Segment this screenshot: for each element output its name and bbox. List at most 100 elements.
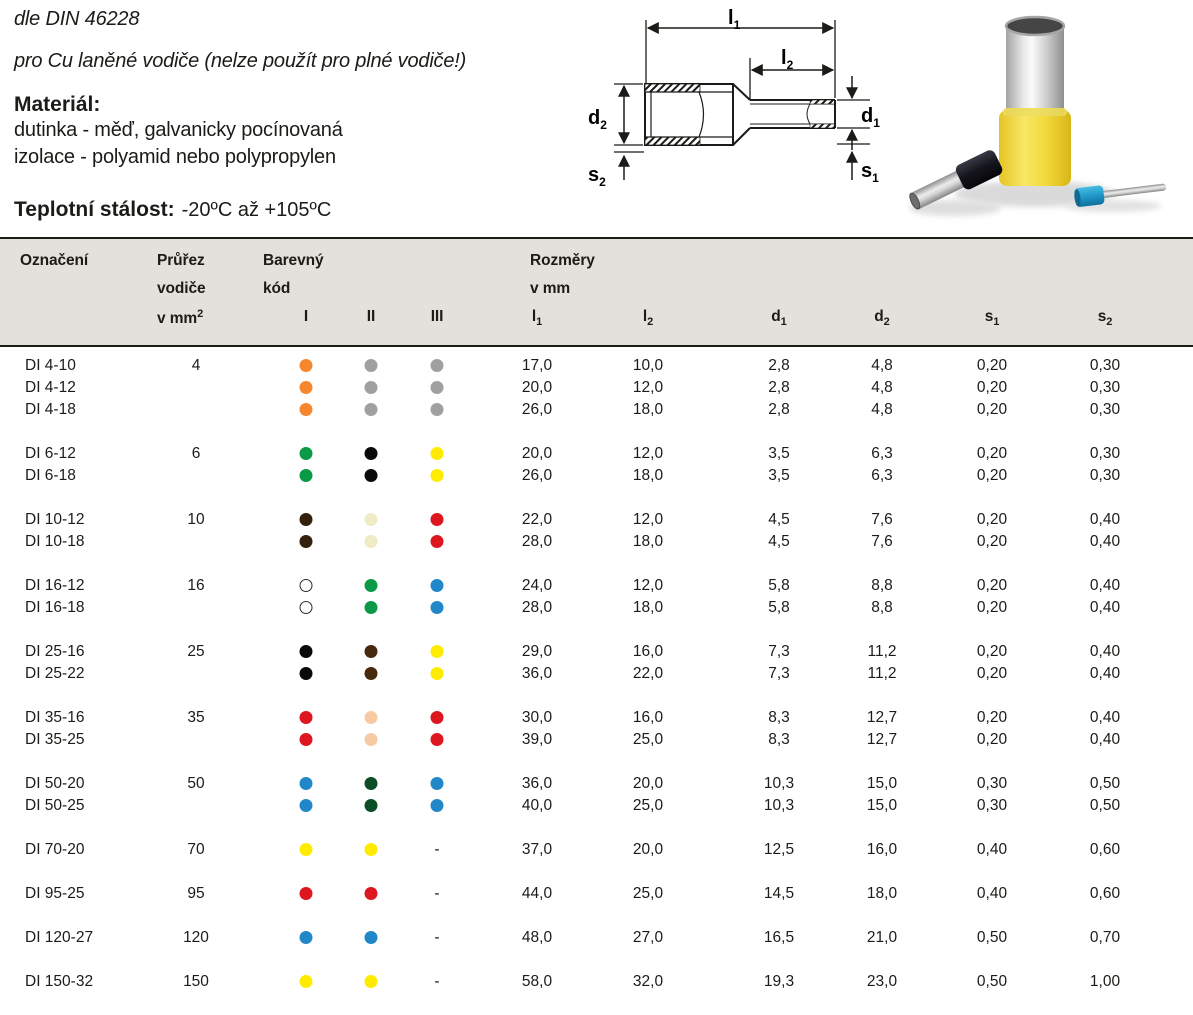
white-color-dot [299,601,313,614]
dim-value: 0,70 [1089,929,1121,946]
designation: DI 4-10 [25,357,76,374]
dim-value: 16,5 [763,929,795,946]
dim-value: 16,0 [632,643,664,660]
dim-value: 20,0 [632,841,664,858]
dim-value: 20,0 [521,379,553,396]
column-header-color-II: II [366,308,376,325]
dim-value: 37,0 [521,841,553,858]
dim-value: 20,0 [521,445,553,462]
column-header-dim-d2: d2 [874,308,890,329]
designation: DI 16-12 [25,577,85,594]
dim-value: 5,8 [768,599,790,616]
prurez-unit-sup: 2 [197,308,204,320]
dim-value: 6,3 [871,445,893,462]
red-color-dot [430,535,444,548]
yellow-color-dot [430,667,444,680]
cross-section: 70 [187,841,205,858]
table-row-di-10-12: DI 10-12 10 22,0 12,0 4,5 7,6 0,20 0,40 [0,509,1193,531]
table-row-di-6-12: DI 6-12 6 20,0 12,0 3,5 6,3 0,20 0,30 [0,443,1193,465]
temperature-heading: Teplotní stálost: [14,198,175,221]
blue-color-dot [430,601,444,614]
dim-value: 36,0 [521,775,553,792]
column-header-dim-s2: s2 [1097,308,1113,329]
dim-value: 12,7 [866,709,898,726]
dim-value: 6,3 [871,467,893,484]
ivory-color-dot [364,513,378,526]
blue-color-dot [299,799,313,812]
dim-value: 0,20 [976,379,1008,396]
dim-value: 1,00 [1089,973,1121,990]
dim-value: 15,0 [866,797,898,814]
table-group: DI 10-12 10 22,0 12,0 4,5 7,6 0,20 0,40 DI 10-18… [0,509,1193,553]
dim-value: 0,40 [1089,709,1121,726]
dim-value: 16,0 [866,841,898,858]
yellow-color-dot [364,843,378,856]
black-color-dot [299,645,313,658]
dim-value: 25,0 [632,885,664,902]
yellow-color-dot [299,843,313,856]
designation: DI 10-18 [25,533,85,550]
dim-value: 8,3 [768,731,790,748]
diagram-label-s2: s2 [588,164,606,189]
designation: DI 50-20 [25,775,85,792]
dim-value: 0,40 [1089,599,1121,616]
dim-value: 4,5 [768,533,790,550]
column-header-dim-l2: l2 [642,308,654,329]
yellow-color-dot [430,469,444,482]
designation: DI 25-16 [25,643,85,660]
material-heading: Materiál: [14,93,101,116]
column-header-barevny-2: kód [263,280,291,297]
dimension-diagram: l1 l2 d2 s2 [588,7,880,189]
dim-value: 2,8 [768,379,790,396]
material-line-2: izolace - polyamid nebo polypropylen [14,146,336,168]
column-header-dim-d1: d1 [771,308,787,329]
dim-value: 28,0 [521,599,553,616]
grey-color-dot [430,359,444,372]
table-group: DI 70-20 70 - 37,0 20,0 12,5 16,0 0,40 0,60 [0,839,1193,861]
dim-value: 7,3 [768,643,790,660]
dim-value: 0,40 [1089,731,1121,748]
dim-value: 0,40 [1089,533,1121,550]
dim-value: 5,8 [768,577,790,594]
cross-section: 10 [187,511,205,528]
dim-value: 0,30 [1089,445,1121,462]
table-row-di-16-18: DI 16-18 28,0 18,0 5,8 8,8 0,20 0,40 [0,597,1193,619]
cross-section: 25 [187,643,205,660]
dim-value: 10,0 [632,357,664,374]
usage-note: pro Cu laněné vodiče (nelze použít pro p… [14,50,467,72]
dim-value: 0,60 [1089,885,1121,902]
red-color-dot [430,513,444,526]
table-row-di-150-32: DI 150-32 150 - 58,0 32,0 19,3 23,0 0,50 1,00 [0,971,1193,993]
dim-value: 15,0 [866,775,898,792]
dim-value: 26,0 [521,467,553,484]
black-color-dot [364,469,378,482]
diagram-label-s1: s1 [861,160,879,185]
red-color-dot [299,711,313,724]
dim-value: 0,30 [1089,467,1121,484]
dim-value: 21,0 [866,929,898,946]
column-header-prurez-unit: v mm2 [157,308,203,328]
cross-section: 4 [191,357,201,374]
dim-value: 8,8 [871,577,893,594]
table-body: DI 4-10 4 17,0 10,0 2,8 4,8 0,20 0,30 DI 4-12 20,… [0,355,1193,1015]
dim-value: 0,20 [976,665,1008,682]
dim-value: 7,3 [768,665,790,682]
dim-value: 0,50 [1089,775,1121,792]
yellow-color-dot [430,645,444,658]
shadow [909,200,1001,216]
red-color-dot [364,887,378,900]
dim-value: 26,0 [521,401,553,418]
green-color-dot [299,469,313,482]
blue-color-dot [430,777,444,790]
dim-value: 39,0 [521,731,553,748]
table-group: DI 120-27 120 - 48,0 27,0 16,5 21,0 0,50 0,70 [0,927,1193,949]
dim-value: 2,8 [768,401,790,418]
brown-color-dot [364,667,378,680]
no-color-dash: - [434,973,440,990]
table-row-di-95-25: DI 95-25 95 - 44,0 25,0 14,5 18,0 0,40 0,60 [0,883,1193,905]
column-header-prurez-2: vodiče [157,280,206,297]
dim-value: 12,0 [632,511,664,528]
beige-color-dot [364,733,378,746]
table-row-di-16-12: DI 16-12 16 24,0 12,0 5,8 8,8 0,20 0,40 [0,575,1193,597]
dim-value: 30,0 [521,709,553,726]
